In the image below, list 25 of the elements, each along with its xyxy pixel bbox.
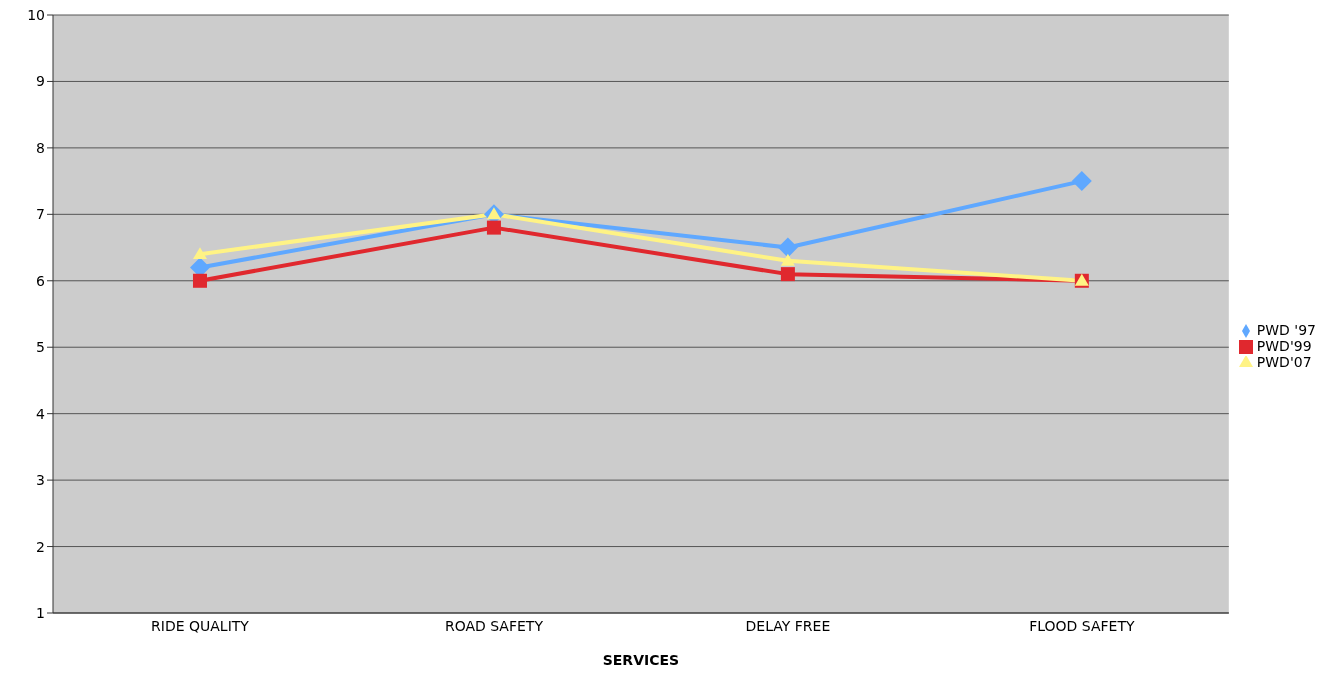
point — [192, 247, 207, 260]
y-tick-label: 10 — [27, 6, 45, 23]
point — [192, 273, 207, 288]
legend-label: PWD'99 — [1256, 337, 1312, 354]
y-tick-label: 2 — [36, 538, 45, 555]
legend-label: PWD '97 — [1256, 321, 1316, 338]
x-tick-label: DELAY FREE — [745, 617, 831, 634]
y-tick-label: 7 — [36, 206, 45, 223]
point — [780, 253, 795, 266]
point — [1071, 171, 1092, 192]
y-tick-label: 9 — [36, 73, 45, 90]
y-tick-label: 1 — [36, 604, 45, 621]
y-tick-label: 4 — [36, 405, 46, 422]
x-axis-title: SERVICES — [602, 652, 680, 668]
y-tick-label: 6 — [36, 272, 46, 289]
point — [780, 267, 795, 282]
x-tick-label: RIDE QUALITY — [151, 617, 250, 634]
legend-label: PWD'07 — [1256, 353, 1312, 370]
x-tick-label: FLOOD SAFETY — [1029, 617, 1135, 634]
point — [486, 220, 501, 235]
point — [777, 237, 798, 258]
y-tick-label: 5 — [36, 339, 45, 356]
x-tick-label: ROAD SAFETY — [444, 617, 544, 634]
y-tick-label: 3 — [36, 472, 45, 489]
y-tick-label: 8 — [36, 139, 45, 156]
